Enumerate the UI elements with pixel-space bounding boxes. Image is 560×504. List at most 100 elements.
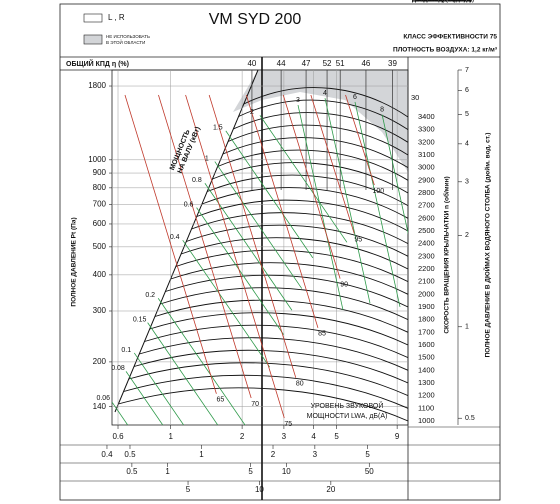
inch-tick-label: 2 (465, 232, 469, 239)
rpm-tick-label: 2500 (418, 226, 435, 235)
y-tick-label: 700 (93, 200, 107, 209)
x2-tick-label: 20 (326, 485, 335, 494)
legend-forbidden: НЕ ИСПОЛЬЗОВАТЬ (106, 34, 150, 39)
x2-tick-label: 0.5 (126, 467, 138, 476)
x2-tick-label: 0.4 (101, 450, 113, 459)
y-axis-label: ПОЛНОЕ ДАВЛЕНИЕ Pt (Па) (71, 217, 78, 306)
x2-tick-label: 5 (186, 485, 191, 494)
axis-label: ДАВЛЕНИЕ Pd (10 Па) (412, 0, 471, 3)
y-tick-label: 400 (93, 270, 107, 279)
power-label: 3 (296, 97, 300, 104)
power-line (125, 371, 164, 425)
rpm-tick-label: 2400 (418, 239, 435, 248)
y-tick-label: 900 (93, 168, 107, 177)
subtitle: КЛАСС ЭФФЕКТИВНОСТИ 75 (403, 34, 497, 41)
sound-label: 95 (354, 236, 362, 243)
rpm-tick-label: 3200 (418, 137, 435, 146)
sound-label: 65 (216, 397, 224, 404)
x2-tick-label: 3 (313, 450, 318, 459)
y-tick-label: 140 (93, 402, 107, 411)
rpm-axis-label: СКОРОСТЬ ВРАЩЕНИЯ КРЫЛЬЧАТКИ n (об/мин) (443, 176, 451, 333)
legend-box-gray (83, 34, 103, 45)
efficiency-label: 39 (388, 59, 397, 68)
fan-curve (133, 349, 408, 384)
rpm-tick-label: 2800 (418, 188, 435, 197)
fan-curve (160, 287, 408, 321)
rpm-tick-label: 3300 (418, 125, 435, 134)
sound-title: МОЩНОСТИ LWA, дБ(А) (307, 413, 388, 420)
power-line (297, 104, 344, 311)
fan-curve (191, 212, 408, 245)
fan-curve (123, 374, 408, 409)
axis-label: ОБЪЕМНЫЙ РАСХОД (412, 0, 470, 3)
x2-tick-label: 1 (165, 467, 170, 476)
axis-label: НА ВЫХОДЕ C (м/с) (412, 0, 466, 3)
sound-label: 90 (340, 282, 348, 289)
sound-label: 100 (373, 188, 385, 195)
y-tick-label: 500 (93, 242, 107, 251)
fan-curve (196, 199, 408, 232)
sound-label: 85 (318, 331, 326, 338)
x-tick-label: 1 (168, 432, 173, 441)
inch-tick-label: 1 (465, 324, 469, 331)
power-line (354, 101, 401, 308)
sound-line (185, 94, 285, 419)
power-line (214, 161, 303, 289)
subtitle: ПЛОТНОСТЬ ВОЗДУХА: 1,2 кг/м³ (393, 47, 498, 54)
efficiency-label: ОБЩИЙ КПД η (%) (66, 59, 129, 68)
power-label: 8 (380, 107, 384, 114)
sound-line (124, 94, 217, 394)
x2-tick-label: 5 (248, 467, 253, 476)
x2-tick-label: 1 (199, 450, 204, 459)
axis-label: ВОЗДУХА Q (1000 м³/ч) (412, 0, 474, 3)
power-label: 1.5 (213, 125, 223, 132)
rpm-tick-label: 2300 (418, 251, 435, 260)
power-label: 0.8 (192, 177, 202, 184)
power-label: 0.2 (145, 292, 155, 299)
y-tick-label: 1800 (88, 81, 106, 90)
power-line (157, 298, 246, 425)
power-line (112, 401, 129, 425)
inch-tick-label: 3 (465, 179, 469, 186)
rpm-top-label: 30 (411, 93, 419, 102)
rpm-tick-label: 3100 (418, 150, 435, 159)
inch-tick-label: 0.5 (465, 415, 475, 422)
axis-label: ОБЪЕМНЫЙ РАСХОД (412, 0, 470, 3)
y-tick-label: 200 (93, 357, 107, 366)
fan-curve (180, 237, 408, 270)
power-line (381, 114, 408, 235)
fan-curve (186, 224, 408, 257)
rpm-tick-label: 1400 (418, 365, 435, 374)
x-tick-label: 3 (282, 432, 287, 441)
rpm-tick-label: 2700 (418, 201, 435, 210)
inch-axis-label: ПОЛНОЕ ДАВЛЕНИЕ В ДЮЙМАХ ВОДЯНОГО СТОЛБА… (483, 133, 492, 358)
rpm-tick-label: 2600 (418, 213, 435, 222)
rpm-tick-label: 1700 (418, 327, 435, 336)
fan-curve (217, 149, 408, 181)
fan-curve (212, 162, 408, 194)
rpm-tick-label: 1100 (418, 403, 434, 412)
y-tick-label: 1000 (88, 155, 106, 164)
power-label: 0.1 (121, 347, 131, 354)
fan-curve (170, 262, 408, 295)
power-label: 2 (250, 109, 254, 116)
efficiency-label: 51 (336, 59, 345, 68)
power-label: 0.4 (170, 234, 180, 241)
fan-curve (227, 124, 408, 156)
legend-forbidden: В ЭТОЙ ОБЛАСТИ (106, 38, 145, 45)
sound-label: 70 (251, 401, 259, 408)
x-tick-label: 9 (395, 432, 400, 441)
power-line (133, 352, 185, 425)
axis-label: ДИНАМИЧЕСКОЕ (412, 0, 459, 3)
forbidden-area (233, 70, 408, 172)
x-tick-label: 2 (240, 432, 245, 441)
x2-tick-label: 5 (365, 450, 370, 459)
rpm-tick-label: 1800 (418, 315, 435, 324)
power-label: 6 (353, 94, 357, 101)
fan-curve (243, 87, 408, 118)
x2-tick-label: 10 (255, 485, 264, 494)
fan-curve (139, 337, 408, 371)
rpm-tick-label: 3400 (418, 112, 435, 121)
